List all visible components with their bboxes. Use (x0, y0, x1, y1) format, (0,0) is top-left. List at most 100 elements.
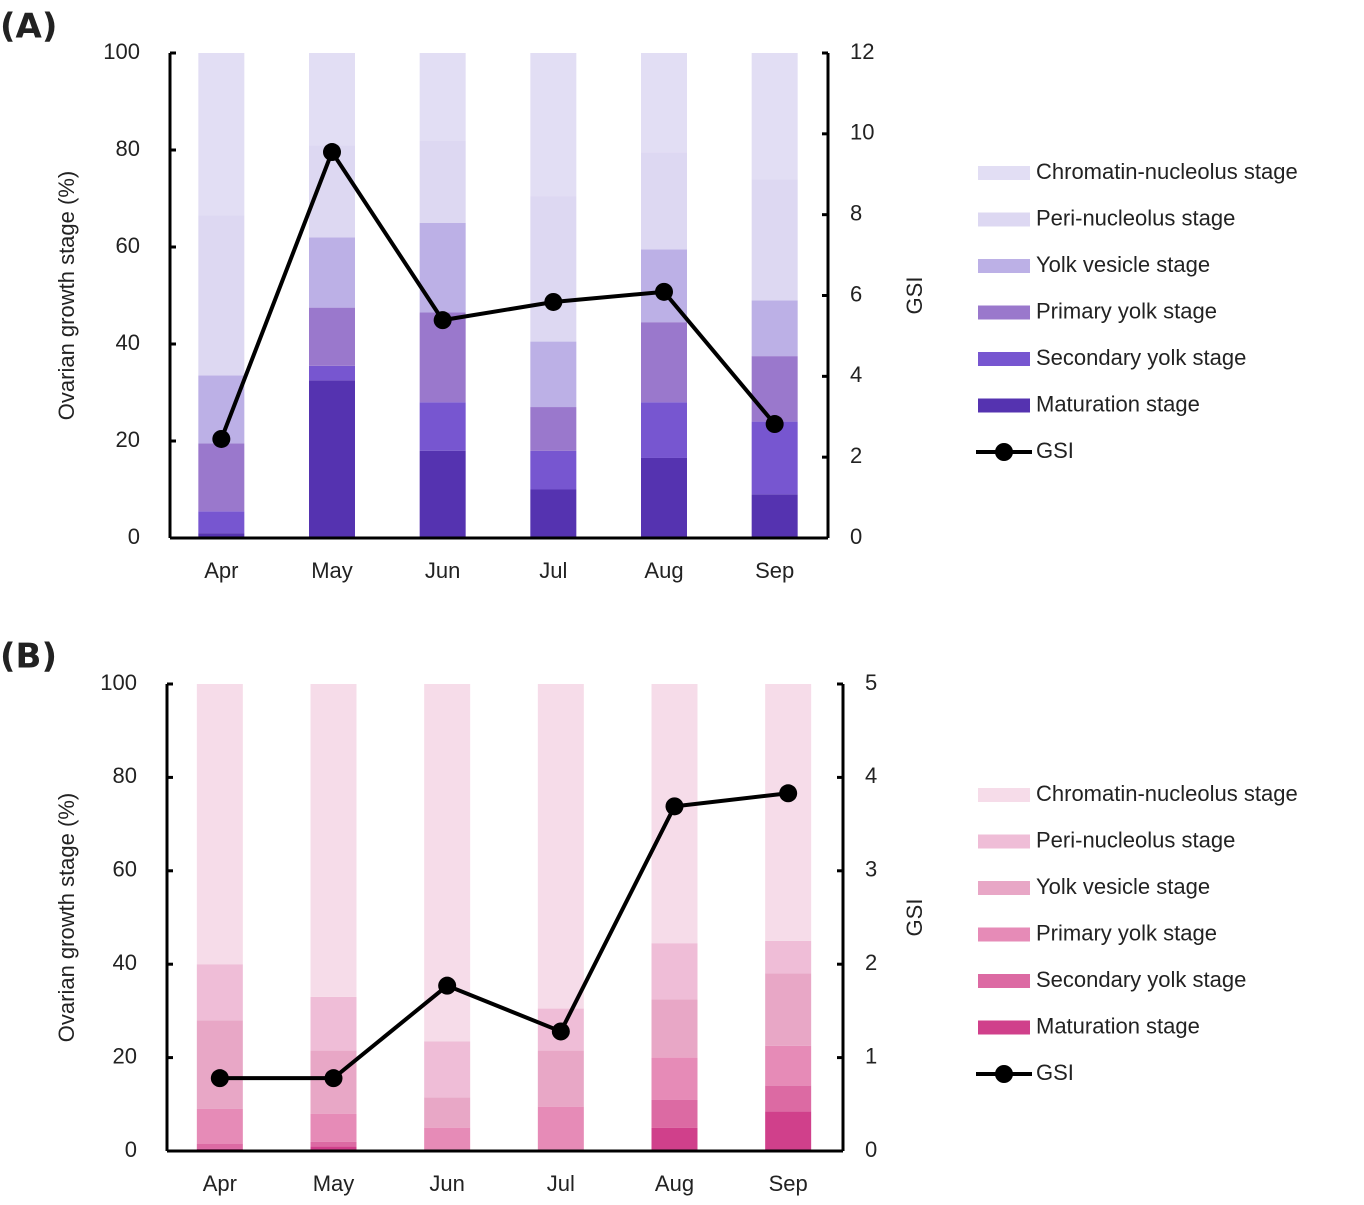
bar-segment (196, 964, 243, 1021)
gsi-point (438, 976, 457, 995)
legend-label: Primary yolk stage (1036, 298, 1217, 323)
bar-segment (309, 53, 355, 146)
bar-segment (751, 494, 798, 538)
bar-segment (765, 973, 812, 1046)
x-tick-label: Apr (204, 558, 238, 583)
x-tick-label: Jul (547, 1171, 575, 1196)
legend-label: Maturation stage (1036, 391, 1200, 416)
legend-marker (995, 1065, 1013, 1083)
y2-tick-label: 3 (865, 857, 877, 882)
bar-segment (765, 1111, 812, 1151)
bar-segment (309, 380, 355, 538)
bar-segment (310, 1113, 357, 1142)
legend-label: Yolk vesicle stage (1036, 252, 1210, 277)
gsi-point (665, 797, 684, 816)
bar-segment (309, 237, 355, 308)
y-tick-label: 100 (103, 39, 140, 64)
bar-segment (310, 1146, 357, 1151)
bar-segment (196, 1020, 243, 1109)
legend-label: Peri-nucleolus stage (1036, 205, 1235, 230)
legend-label: Chromatin-nucleolus stage (1036, 159, 1298, 184)
y2-tick-label: 2 (850, 443, 862, 468)
x-tick-label: Sep (769, 1171, 808, 1196)
legend-label: GSI (1036, 438, 1074, 463)
gsi-point (655, 282, 673, 301)
gsi-point (433, 311, 452, 330)
bar-segment (424, 1127, 471, 1151)
bar-segment (310, 996, 357, 1051)
bar-segment (424, 1097, 471, 1128)
legend-swatch (978, 259, 1030, 273)
legend-label: Maturation stage (1036, 1013, 1200, 1038)
x-tick-label: Aug (655, 1171, 694, 1196)
bar-segment (641, 457, 687, 538)
y-tick-label: 60 (116, 233, 140, 258)
bar-segment (198, 443, 245, 512)
bar-segment (198, 511, 245, 534)
legend-label: Primary yolk stage (1036, 920, 1217, 945)
y2-tick-label: 6 (850, 281, 862, 306)
bar-segment (530, 53, 577, 197)
legend-swatch (978, 974, 1030, 988)
bar-segment (198, 215, 245, 376)
gsi-line (219, 147, 777, 440)
bar-segment (309, 365, 355, 381)
y2-tick-label: 0 (850, 524, 862, 549)
y2-axis-title: GSI (902, 899, 927, 937)
bar-segment (537, 1106, 584, 1151)
x-tick-label: Jun (429, 1171, 464, 1196)
y2-tick-label: 10 (850, 120, 874, 145)
bar-segment (765, 940, 812, 974)
legend-label: Secondary yolk stage (1036, 345, 1246, 370)
gsi-line (219, 791, 789, 1081)
y2-tick-label: 8 (850, 200, 862, 225)
legend-swatch (978, 398, 1030, 413)
bar-segment (310, 684, 357, 997)
y2-tick-label: 12 (850, 39, 874, 64)
x-tick-label: May (313, 1171, 355, 1196)
bar-segment (310, 1141, 357, 1147)
bar-segment (641, 322, 687, 403)
legend-swatch (978, 927, 1030, 942)
gsi-point (212, 429, 231, 448)
x-tick-label: Apr (203, 1171, 237, 1196)
bar-segment (419, 402, 466, 451)
y-tick-label: 40 (113, 950, 137, 975)
y-tick-label: 100 (100, 670, 137, 695)
bar-segment (651, 999, 698, 1058)
bar-segment (196, 1143, 243, 1149)
y-tick-label: 0 (125, 1137, 137, 1162)
bar-segment (651, 1057, 698, 1100)
bar-segment (419, 53, 466, 141)
x-tick-label: Sep (755, 558, 794, 583)
bar-segment (751, 179, 798, 301)
legend-swatch (978, 352, 1030, 366)
bar-segment (641, 402, 687, 458)
bar-segment (196, 1108, 243, 1144)
gsi-point (324, 1069, 343, 1088)
bar-segment (751, 300, 798, 357)
bar-segment (419, 140, 466, 223)
gsi-point (765, 415, 784, 434)
bar-segment (765, 684, 812, 941)
legend-label: Secondary yolk stage (1036, 967, 1246, 992)
y2-tick-label: 0 (865, 1137, 877, 1162)
y-tick-label: 20 (116, 427, 140, 452)
y-axis-title: Ovarian growth stage (%) (54, 171, 79, 420)
legend-swatch (978, 881, 1030, 895)
gsi-point (551, 1022, 570, 1041)
x-tick-label: May (311, 558, 353, 583)
bar-segment (530, 407, 577, 451)
bar-segment (198, 53, 245, 216)
bar-segment (419, 450, 466, 538)
y-tick-label: 80 (116, 136, 140, 161)
x-tick-label: Jul (539, 558, 567, 583)
gsi-point (323, 143, 341, 162)
legend-label: Yolk vesicle stage (1036, 874, 1210, 899)
bar-segment (651, 943, 698, 1000)
bar-segment (530, 341, 577, 408)
legend-label: Chromatin-nucleolus stage (1036, 781, 1298, 806)
y-tick-label: 40 (116, 330, 140, 355)
legend-swatch (978, 788, 1030, 802)
bar-segment (196, 684, 243, 965)
